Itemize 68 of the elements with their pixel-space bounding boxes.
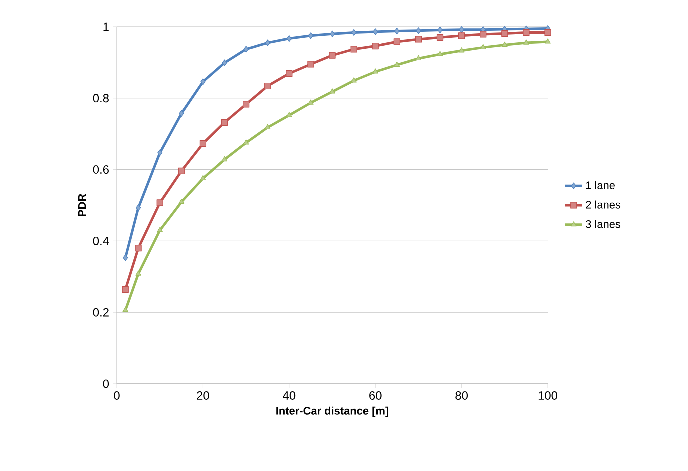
point	[179, 110, 184, 118]
point	[502, 42, 508, 47]
point	[136, 270, 142, 276]
point	[458, 32, 466, 40]
y-tick-label: 0.8	[93, 94, 109, 103]
point	[178, 198, 185, 204]
point	[415, 36, 422, 43]
y-tick-label: 1	[104, 22, 109, 32]
x-axis-title: Inter-Car distance [m]	[276, 406, 389, 418]
point	[264, 82, 272, 90]
y-tick-label: 0.2	[93, 308, 109, 317]
point	[135, 245, 142, 252]
point	[437, 51, 444, 56]
x-tick-label: 100	[538, 392, 558, 400]
point	[480, 31, 487, 38]
point	[373, 28, 378, 36]
y-tick-label: 0.6	[93, 166, 109, 174]
x-tick-label: 20	[197, 392, 210, 400]
point	[524, 40, 530, 45]
x-tick-label: 0	[114, 392, 120, 400]
point	[416, 28, 422, 34]
y-axis-title: PDR	[78, 194, 86, 216]
point	[156, 200, 164, 206]
point	[480, 44, 486, 50]
point	[350, 46, 358, 53]
point	[502, 30, 508, 38]
x-tick-label: 80	[456, 392, 468, 400]
point	[308, 61, 314, 68]
point	[244, 46, 249, 53]
point	[221, 119, 228, 126]
point	[523, 29, 530, 36]
x-tick-label: 40	[283, 392, 296, 400]
point	[222, 60, 228, 66]
point	[123, 254, 128, 262]
point	[157, 227, 164, 232]
point	[459, 26, 464, 34]
point	[329, 52, 336, 59]
point	[308, 32, 314, 40]
y-tick-label: 0.4	[93, 236, 110, 246]
point	[178, 168, 185, 175]
point	[438, 26, 443, 34]
point	[122, 286, 129, 294]
x-tick-label: 60	[370, 392, 382, 400]
point	[200, 175, 206, 181]
point	[394, 38, 400, 46]
point	[286, 35, 292, 42]
point	[544, 29, 552, 36]
point	[352, 29, 357, 36]
legend-label: 2 lanes	[586, 200, 621, 209]
point	[200, 140, 207, 148]
point	[243, 101, 250, 108]
point	[265, 40, 270, 46]
point	[200, 78, 206, 86]
point	[458, 48, 465, 53]
legend-label: 3 lanes	[586, 220, 621, 228]
point	[286, 70, 293, 78]
point	[372, 42, 379, 50]
y-tick-label: 0	[103, 380, 110, 388]
point	[222, 156, 228, 162]
point	[330, 30, 336, 38]
point	[136, 204, 142, 212]
point	[436, 34, 444, 41]
legend-label: 1 lane	[586, 181, 615, 190]
point	[394, 28, 400, 35]
point	[122, 307, 129, 312]
point	[286, 112, 292, 118]
point	[545, 38, 551, 44]
point	[158, 150, 163, 156]
